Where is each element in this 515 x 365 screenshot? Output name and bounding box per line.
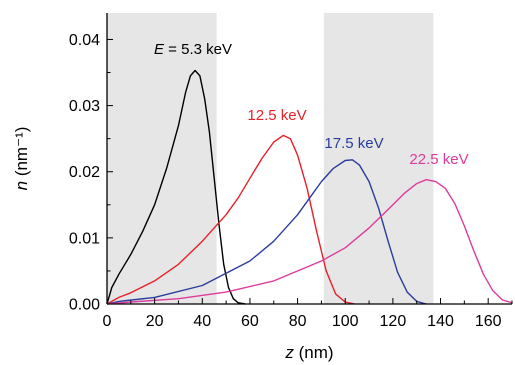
shaded-regions <box>107 13 434 304</box>
y-axis-label: n (nm⁻¹) <box>12 127 31 191</box>
x-tick-label: 100 <box>332 313 359 330</box>
series-lines <box>106 69 513 305</box>
y-tick-label: 0.02 <box>69 164 100 181</box>
series-line-2 <box>106 134 355 305</box>
y-tick-label: 0.01 <box>69 230 100 247</box>
x-axis-label-symbol: z <box>284 343 294 362</box>
x-tick-label: 20 <box>146 313 164 330</box>
x-axis-label: z (nm) <box>284 343 333 362</box>
axes: 0 20 40 60 80 100 120 140 160 0.00 0.01 0.02 0.03 0.0… <box>69 13 513 330</box>
shaded-band-1 <box>107 13 217 304</box>
x-tick-label: 120 <box>380 313 407 330</box>
series-label-4: 22.5 keV <box>409 151 468 168</box>
x-tick-label: 40 <box>193 313 211 330</box>
series-labels: E = 5.3 keV 12.5 keV 17.5 keV 22.5 keV <box>154 41 469 168</box>
series-line-4 <box>106 179 513 305</box>
series-label-3: 17.5 keV <box>324 135 383 152</box>
y-tick-label: 0.00 <box>69 297 100 314</box>
series-label-1: E = 5.3 keV <box>154 41 232 58</box>
x-tick-label: 160 <box>475 313 502 330</box>
y-axis-label-symbol: n <box>12 181 31 190</box>
x-tick-label: 140 <box>427 313 454 330</box>
series-label-value: = 5.3 keV <box>164 41 232 58</box>
shaded-band-2 <box>323 13 434 304</box>
series-line-1 <box>106 69 246 305</box>
x-tick-label: 0 <box>103 313 112 330</box>
x-axis-label-unit: (nm) <box>294 343 334 362</box>
series-line-3 <box>106 159 427 305</box>
series-label-2: 12.5 keV <box>247 107 306 124</box>
x-tick-label: 60 <box>241 313 259 330</box>
y-tick-label: 0.03 <box>69 98 100 115</box>
x-tick-label: 80 <box>289 313 307 330</box>
y-axis-label-unit: (nm⁻¹) <box>12 127 31 181</box>
y-tick-label: 0.04 <box>69 32 100 49</box>
series-label-symbol: E <box>154 41 165 58</box>
